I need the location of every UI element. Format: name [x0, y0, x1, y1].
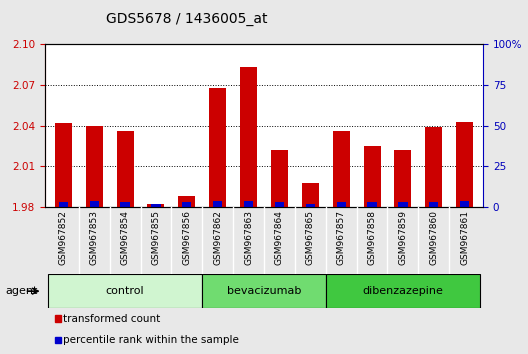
Bar [326, 274, 480, 308]
Bar [429, 202, 438, 207]
Bar [333, 131, 350, 207]
Text: control: control [106, 286, 145, 296]
Bar [202, 274, 326, 308]
Text: percentile rank within the sample: percentile rank within the sample [63, 335, 239, 345]
Bar [152, 204, 161, 207]
Text: GSM967852: GSM967852 [59, 210, 68, 266]
Text: GSM967861: GSM967861 [460, 210, 469, 266]
Bar [398, 202, 408, 207]
Bar [275, 202, 284, 207]
Text: GSM967856: GSM967856 [182, 210, 191, 266]
Text: GSM967854: GSM967854 [120, 210, 129, 266]
Bar [394, 150, 411, 207]
Text: bevacizumab: bevacizumab [227, 286, 301, 296]
Bar [364, 146, 381, 207]
Bar [425, 127, 442, 207]
Text: GSM967860: GSM967860 [429, 210, 438, 266]
Bar [48, 274, 202, 308]
Bar [120, 202, 130, 207]
Bar [336, 202, 346, 207]
Text: transformed count: transformed count [63, 314, 161, 324]
Text: dibenzazepine: dibenzazepine [362, 286, 444, 296]
Bar [55, 123, 72, 207]
Bar [367, 202, 376, 207]
Bar [460, 201, 469, 207]
Text: GSM967863: GSM967863 [244, 210, 253, 266]
Bar [302, 183, 319, 207]
Text: GSM967865: GSM967865 [306, 210, 315, 266]
Bar [59, 202, 68, 207]
Text: GSM967855: GSM967855 [152, 210, 161, 266]
Bar [182, 202, 192, 207]
Bar [117, 131, 134, 207]
Text: GSM967864: GSM967864 [275, 210, 284, 266]
Text: agent: agent [5, 286, 37, 296]
Bar [456, 122, 473, 207]
Bar [213, 201, 222, 207]
Text: GSM967858: GSM967858 [367, 210, 376, 266]
Bar [240, 67, 257, 207]
Bar [90, 201, 99, 207]
Bar [244, 201, 253, 207]
Text: GDS5678 / 1436005_at: GDS5678 / 1436005_at [106, 12, 267, 27]
Text: GSM967859: GSM967859 [399, 210, 408, 266]
Bar [86, 126, 103, 207]
Bar [271, 150, 288, 207]
Bar [209, 88, 226, 207]
Bar [147, 204, 164, 207]
Bar [306, 204, 315, 207]
Text: GSM967857: GSM967857 [337, 210, 346, 266]
Bar [178, 196, 195, 207]
Text: GSM967862: GSM967862 [213, 210, 222, 266]
Text: GSM967853: GSM967853 [90, 210, 99, 266]
